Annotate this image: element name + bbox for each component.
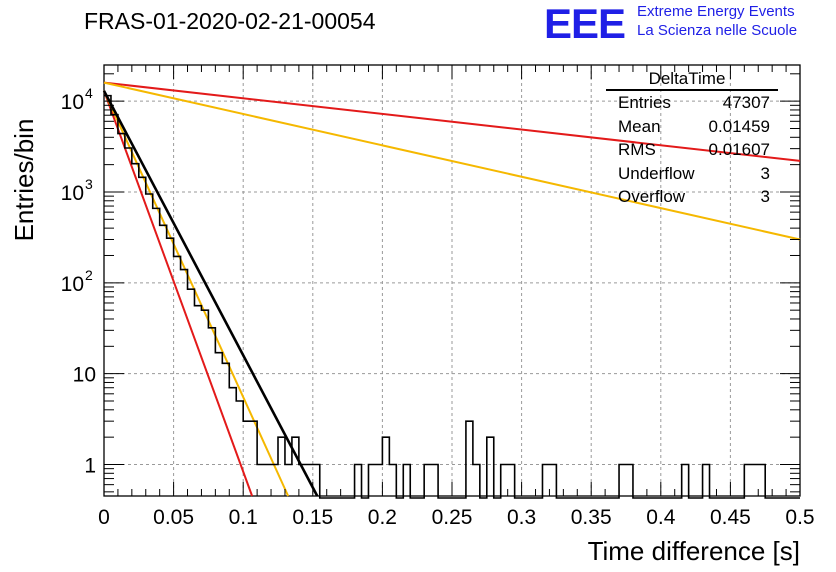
histogram-bin	[382, 437, 389, 496]
stats-value: 0.01459	[708, 116, 770, 136]
x-axis-label: Time difference [s]	[588, 536, 800, 566]
stats-title: DeltaTime	[606, 69, 778, 91]
x-tick-label: 0.4	[646, 506, 676, 529]
fit-line	[103, 81, 801, 241]
histogram-bin	[104, 96, 111, 496]
x-tick-label: 0.45	[710, 506, 751, 529]
y-tick-label: 10	[61, 182, 84, 205]
histogram-bin	[194, 306, 201, 496]
stats-label: Mean	[618, 116, 661, 136]
logo-text-line2: La Scienza nelle Scuole	[637, 22, 798, 39]
y-tick-label: 10	[61, 273, 84, 296]
histogram-bin	[431, 464, 438, 496]
histogram-bin	[403, 464, 410, 496]
fit-line	[102, 90, 319, 497]
histogram-bin	[466, 421, 473, 496]
histogram-bin	[682, 464, 689, 496]
histogram-bin	[292, 437, 299, 496]
histogram-bin	[118, 134, 125, 496]
x-tick-label: 0.3	[507, 506, 536, 529]
stats-value: 47307	[722, 93, 770, 112]
stats-box: DeltaTime Entries 47307 Mean 0.01459 RMS…	[606, 69, 778, 209]
histogram-bin	[508, 464, 515, 496]
x-tick-label: 0.15	[292, 506, 333, 529]
histogram-bin	[208, 328, 215, 496]
histogram-bin	[264, 464, 271, 496]
histogram-bin	[542, 464, 549, 496]
stats-label: Overflow	[618, 187, 686, 206]
histogram-bin	[473, 464, 480, 496]
eee-logo: EEE	[544, 0, 626, 47]
histogram-bin	[236, 401, 243, 496]
stats-label: Underflow	[618, 163, 695, 183]
histogram-bin	[153, 208, 160, 496]
x-tick-label: 0.25	[432, 506, 473, 529]
x-tick-label: 0	[98, 506, 110, 529]
histogram-bin	[201, 310, 208, 496]
histogram-bin	[132, 164, 139, 496]
stats-value: 3	[760, 163, 770, 183]
stats-value: 0.01607	[708, 140, 770, 159]
histogram-bin	[215, 353, 222, 496]
histogram-bin	[375, 464, 382, 496]
fit-line	[103, 90, 254, 497]
stats-value: 3	[760, 187, 770, 206]
histogram-bin	[146, 194, 153, 496]
x-tick-label: 0.2	[368, 506, 397, 529]
histogram-bin	[125, 148, 132, 496]
histogram-bin	[368, 464, 375, 496]
histogram-bin	[501, 464, 508, 496]
histogram-bin	[619, 464, 626, 496]
histogram-bin	[111, 115, 118, 496]
histogram-bin	[257, 464, 264, 496]
histogram-outline	[104, 94, 800, 499]
stats-label: RMS	[618, 140, 656, 159]
stats-label: Entries	[618, 93, 671, 112]
y-tick-label: 10	[61, 91, 84, 114]
histogram-bin	[160, 225, 167, 496]
stats-row-overflow: Overflow 3	[612, 185, 778, 209]
y-tick-exponent: 3	[85, 176, 93, 192]
histogram-series	[104, 94, 800, 499]
axes: 0 0.05 0.1 0.15 0.2 0.25 0.3 0.35 0.4 0.45 0.5 1 10 1…	[61, 65, 815, 529]
stats-row-mean: Mean 0.01459	[612, 115, 778, 139]
histogram-bin	[758, 464, 765, 496]
histogram-bin	[250, 421, 257, 496]
y-tick-exponent: 4	[85, 85, 93, 101]
x-tick-label: 0.5	[785, 506, 814, 529]
histogram-bin	[626, 464, 633, 496]
histogram-bin	[487, 437, 494, 496]
fit-line	[103, 81, 801, 162]
grid-lines	[104, 65, 800, 496]
histogram-bin	[549, 464, 556, 496]
x-tick-label: 0.1	[229, 506, 258, 529]
histogram-bin	[703, 464, 710, 496]
histogram-bin	[744, 464, 751, 496]
x-tick-label: 0.35	[571, 506, 612, 529]
histogram-bin	[751, 464, 758, 496]
stats-row-underflow: Underflow 3	[612, 162, 778, 186]
y-axis-label: Entries/bin	[9, 119, 39, 242]
y-tick-label: 1	[84, 454, 96, 477]
run-title: FRAS-01-2020-02-21-00054	[84, 8, 376, 34]
y-tick-label: 10	[73, 364, 96, 387]
y-tick-exponent: 2	[85, 267, 93, 283]
histogram-bin	[139, 177, 146, 496]
stats-row-entries: Entries 47307	[612, 91, 778, 115]
logo-text-line1: Extreme Energy Events	[637, 3, 795, 20]
x-tick-label: 0.05	[153, 506, 194, 529]
stats-row-rms: RMS 0.01607	[612, 138, 778, 162]
histogram-bin	[389, 464, 396, 496]
histogram-bin	[355, 464, 362, 496]
histogram-bin	[424, 464, 431, 496]
histogram-bin	[243, 421, 250, 496]
